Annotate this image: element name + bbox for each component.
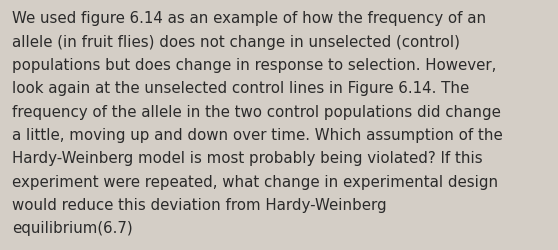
Text: would reduce this deviation from Hardy-Weinberg: would reduce this deviation from Hardy-W… — [12, 197, 387, 212]
Text: populations but does change in response to selection. However,: populations but does change in response … — [12, 58, 497, 73]
Text: frequency of the allele in the two control populations did change: frequency of the allele in the two contr… — [12, 104, 501, 119]
Text: look again at the unselected control lines in Figure 6.14. The: look again at the unselected control lin… — [12, 81, 469, 96]
Text: equilibrium(6.7): equilibrium(6.7) — [12, 220, 133, 236]
Text: allele (in fruit flies) does not change in unselected (control): allele (in fruit flies) does not change … — [12, 34, 460, 50]
Text: a little, moving up and down over time. Which assumption of the: a little, moving up and down over time. … — [12, 128, 503, 142]
Text: We used figure 6.14 as an example of how the frequency of an: We used figure 6.14 as an example of how… — [12, 11, 487, 26]
Text: Hardy-Weinberg model is most probably being violated? If this: Hardy-Weinberg model is most probably be… — [12, 151, 483, 166]
Text: experiment were repeated, what change in experimental design: experiment were repeated, what change in… — [12, 174, 498, 189]
